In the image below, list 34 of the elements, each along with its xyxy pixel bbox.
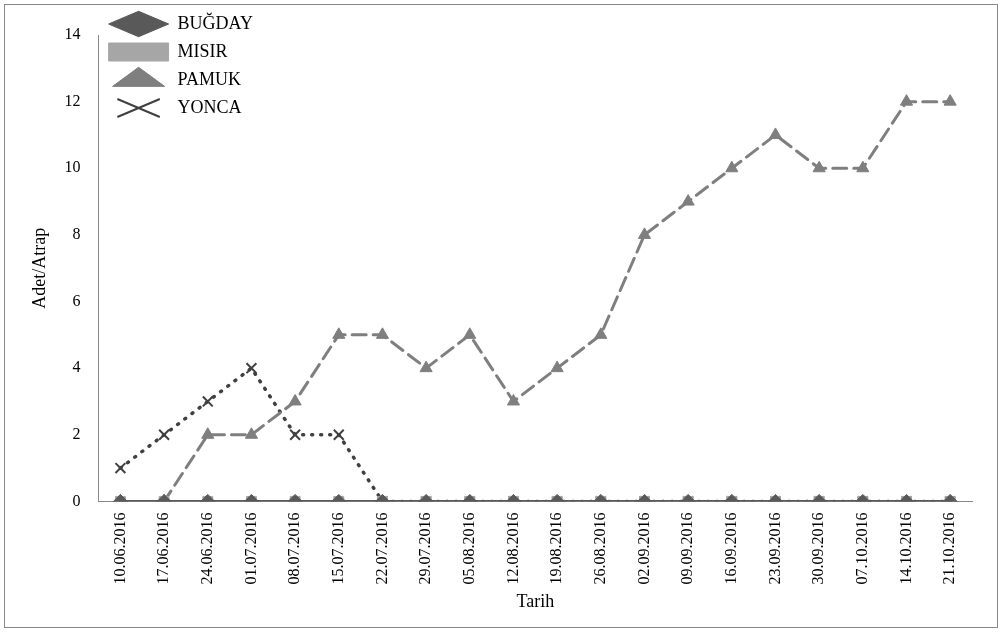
y-tick-label: 2 <box>72 424 81 442</box>
y-tick-label: 0 <box>72 491 81 509</box>
x-tick-label: 17.06.2016 <box>154 512 172 585</box>
legend-label: YONCA <box>177 96 242 117</box>
x-tick-label: 21.10.2016 <box>940 512 958 585</box>
x-tick-label: 09.09.2016 <box>678 512 696 585</box>
x-tick-label: 12.08.2016 <box>503 512 521 585</box>
x-tick-label: 07.10.2016 <box>853 512 871 585</box>
x-tick-label: 14.10.2016 <box>896 512 914 585</box>
legend-label: PAMUK <box>177 68 241 89</box>
x-tick-label: 19.08.2016 <box>547 512 565 585</box>
x-tick-label: 24.06.2016 <box>197 512 215 585</box>
x-tick-label: 29.07.2016 <box>416 512 434 585</box>
x-tick-label: 10.06.2016 <box>110 512 128 585</box>
x-tick-label: 02.09.2016 <box>634 512 652 585</box>
y-tick-label: 6 <box>72 291 81 309</box>
x-tick-label: 16.09.2016 <box>722 512 740 585</box>
x-tick-label: 22.07.2016 <box>372 512 390 585</box>
legend-label: MISIR <box>177 40 228 61</box>
x-axis-title: Tarih <box>516 590 555 611</box>
y-tick-label: 8 <box>72 225 81 243</box>
x-tick-label: 23.09.2016 <box>765 512 783 585</box>
x-tick-label: 15.07.2016 <box>328 512 346 585</box>
x-tick-label: 05.08.2016 <box>460 512 477 585</box>
y-axis-title: Adet/Atrap <box>28 227 49 309</box>
x-tick-label: 30.09.2016 <box>809 512 827 585</box>
y-tick-label: 12 <box>64 91 81 109</box>
y-tick-label: 4 <box>72 358 81 376</box>
y-tick-label: 14 <box>64 25 81 43</box>
legend-label: BUĞDAY <box>177 11 253 33</box>
x-tick-label: 08.07.2016 <box>285 512 303 585</box>
y-tick-label: 10 <box>64 158 81 176</box>
x-tick-label: 01.07.2016 <box>241 512 259 585</box>
x-tick-label: 26.08.2016 <box>591 512 609 585</box>
